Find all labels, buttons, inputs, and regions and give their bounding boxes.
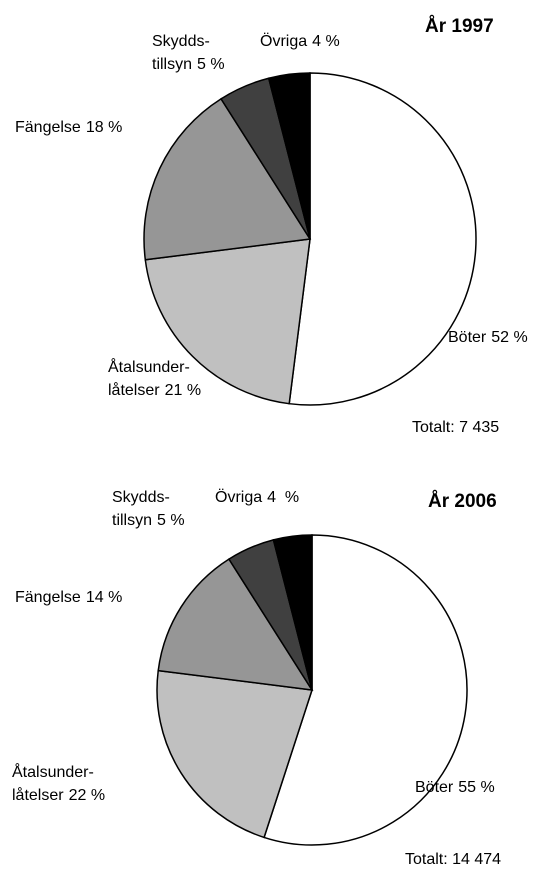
pie-slice (263, 534, 468, 846)
pie-slice (156, 669, 313, 839)
total-label: Totalt: 7 435 (412, 419, 499, 436)
label-value: 4 % (267, 489, 299, 506)
slice-label: Övriga 4 % (260, 32, 340, 50)
slice-label: Böter 52 % (448, 329, 528, 346)
label-line: Böter (448, 329, 487, 346)
slice-label: Skydds-tillsyn 5 % (112, 489, 185, 529)
slice-label: Böter 55 % (415, 779, 495, 796)
chart-title: År 2006 (428, 491, 497, 512)
pie-chart: Böter 55 % Åtalsunder-låtelser 22 % Fängelse… (12, 488, 501, 868)
chart-title: År 1997 (425, 16, 494, 37)
pie-slice (144, 238, 311, 405)
pie-chart: Böter 52 % Åtalsunder-låtelser 21 % Fängelse… (15, 16, 528, 436)
pie-slice (272, 534, 313, 691)
label-line: Åtalsunder- (108, 357, 190, 376)
label-value: 5 % (197, 56, 225, 73)
label-value: 52 % (491, 329, 527, 346)
label-value: 4 % (312, 33, 340, 50)
slice-label: Fängelse 14 % (15, 589, 122, 606)
label-line: Fängelse (15, 119, 81, 136)
label-line: Fängelse (15, 589, 81, 606)
slice-label: Övriga 4 % (215, 488, 299, 506)
label-line: Åtalsunder- (12, 762, 94, 781)
label-value: 18 % (86, 119, 122, 136)
label-value: 55 % (458, 779, 494, 796)
label-line: Skydds- (152, 33, 210, 50)
label-line: låtelser (108, 381, 160, 399)
pie-slice (288, 72, 477, 406)
slice-label: Skydds-tillsyn 5 % (152, 33, 225, 73)
label-value: 22 % (69, 787, 105, 804)
slice-label: Åtalsunder-låtelser 22 % (12, 762, 105, 804)
label-line: Skydds- (112, 489, 170, 506)
label-value: 21 % (165, 382, 201, 399)
total-label: Totalt: 14 474 (405, 851, 501, 868)
slice-label: Åtalsunder-låtelser 21 % (108, 357, 201, 399)
label-line: låtelser (12, 786, 64, 804)
slice-label: Fängelse 18 % (15, 119, 122, 136)
label-line: tillsyn (152, 56, 192, 73)
label-value: 5 % (157, 512, 185, 529)
pie-slice (143, 97, 312, 261)
label-line: Övriga (215, 488, 262, 506)
pie-slice (157, 558, 314, 691)
label-line: tillsyn (112, 512, 152, 529)
label-line: Övriga (260, 32, 307, 50)
label-line: Böter (415, 779, 454, 796)
label-value: 14 % (86, 589, 122, 606)
pie-slice (267, 72, 311, 240)
